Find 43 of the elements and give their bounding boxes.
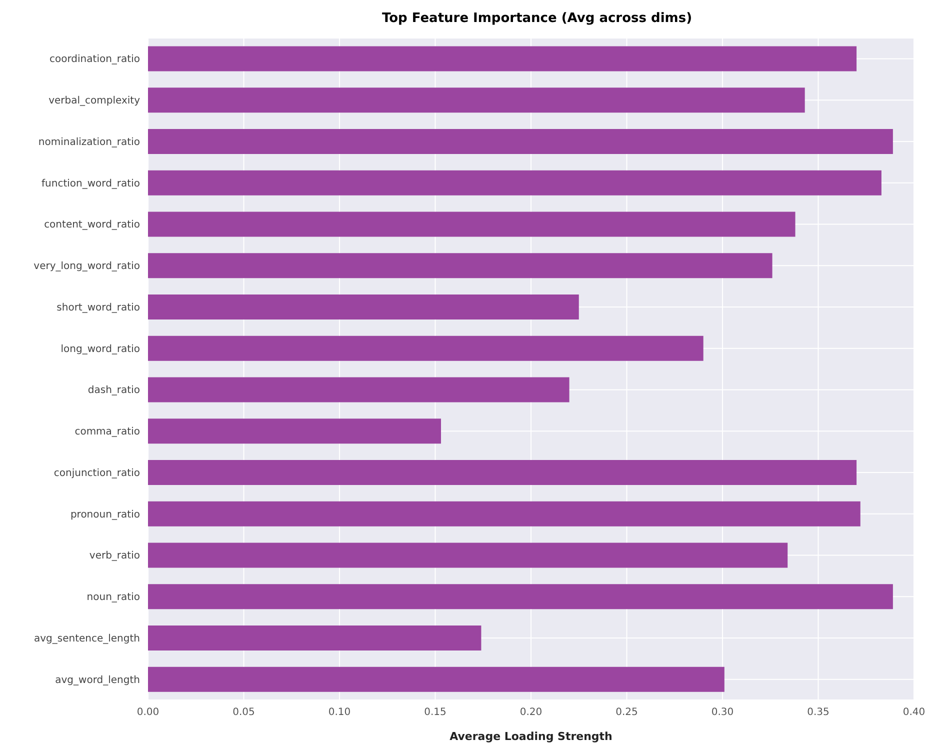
- chart-title: Top Feature Importance (Avg across dims): [380, 10, 694, 28]
- bar: [148, 336, 704, 361]
- y-tick-label: verbal_complexity: [48, 96, 140, 107]
- y-tick-label: nominalization_ratio: [38, 136, 140, 148]
- bar: [148, 542, 788, 568]
- y-tick-label: verb_ratio: [89, 550, 140, 562]
- bar: [148, 584, 893, 610]
- bar: [148, 501, 860, 526]
- y-tick-label: short_word_ratio: [56, 302, 140, 314]
- y-tick-label: conjunction_ratio: [54, 468, 140, 479]
- y-tick-label: function_word_ratio: [42, 178, 140, 190]
- bar: [148, 129, 893, 154]
- y-tick-label: pronoun_ratio: [70, 509, 140, 520]
- x-tick-label: 0.10: [328, 707, 351, 718]
- x-tick-label: 0.25: [616, 707, 638, 718]
- x-tick-label: 0.35: [807, 707, 830, 718]
- bar: [148, 460, 857, 486]
- x-tick-label: 0.00: [136, 707, 160, 718]
- y-tick-label: long_word_ratio: [60, 344, 140, 355]
- y-tick-label: noun_ratio: [86, 592, 140, 604]
- x-axis-title: Average Loading Strength: [450, 730, 612, 743]
- bar: [148, 666, 724, 692]
- bar: [148, 212, 796, 237]
- x-tick-label: 0.05: [232, 707, 255, 718]
- x-tick-label: 0.20: [520, 707, 542, 718]
- y-tick-label: dash_ratio: [88, 385, 140, 396]
- bar: [148, 418, 441, 444]
- y-tick-label: avg_sentence_length: [34, 633, 140, 644]
- bar: [148, 170, 882, 196]
- bar: [148, 88, 805, 113]
- y-tick-label: avg_word_length: [55, 674, 140, 686]
- y-tick-label: comma_ratio: [74, 426, 140, 438]
- x-tick-label: 0.30: [711, 707, 734, 718]
- bar: [148, 46, 857, 72]
- bar: [148, 294, 579, 320]
- bar: [148, 626, 482, 651]
- x-tick-label: 0.15: [424, 707, 446, 718]
- x-tick-label: 0.40: [902, 707, 926, 718]
- bar: [148, 253, 772, 278]
- y-tick-label: very_long_word_ratio: [34, 261, 140, 272]
- y-tick-label: coordination_ratio: [50, 54, 140, 66]
- y-tick-label: content_word_ratio: [44, 220, 140, 231]
- bar: [148, 377, 570, 402]
